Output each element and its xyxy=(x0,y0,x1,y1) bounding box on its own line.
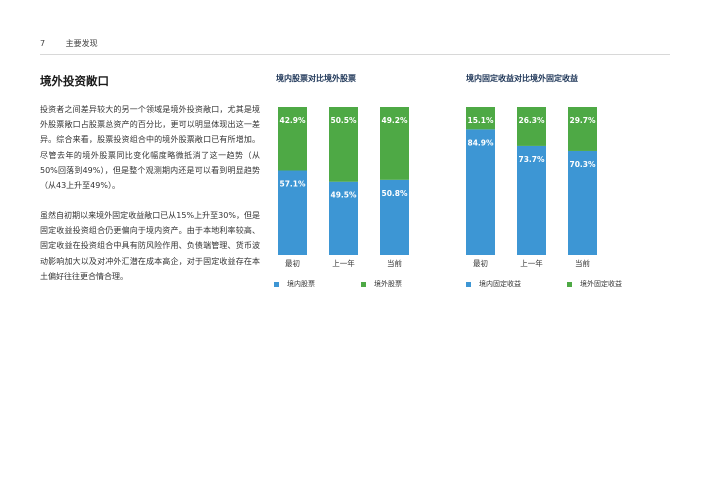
x-tick-label-1: 最初 xyxy=(473,258,488,268)
data-label-foreign-3: 49.2% xyxy=(381,116,408,125)
bar-foreign-2 xyxy=(517,107,546,146)
running-section-title: 主要发现 xyxy=(65,39,98,48)
bar-domestic-1 xyxy=(278,170,307,255)
bar-foreign-1 xyxy=(466,107,495,130)
legend-item-domestic: 境内股票 xyxy=(274,279,315,289)
bar-foreign-3 xyxy=(568,107,597,151)
data-label-domestic-1: 57.1% xyxy=(279,179,306,188)
section-heading: 境外投资敞口 xyxy=(40,74,109,88)
legend-label-domestic: 境内固定收益 xyxy=(479,280,521,288)
data-label-foreign-3: 29.7% xyxy=(569,116,596,125)
data-label-domestic-2: 73.7% xyxy=(518,155,545,164)
data-label-foreign-1: 15.1% xyxy=(467,116,494,125)
bar-domestic-3 xyxy=(380,179,409,255)
bar-foreign-1 xyxy=(278,107,307,171)
page-number: 7 xyxy=(40,39,46,48)
x-tick-label-2: 上一年 xyxy=(332,258,355,268)
legend-item-domestic: 境内固定收益 xyxy=(466,279,521,289)
x-tick-label-2: 上一年 xyxy=(520,258,543,268)
bar-domestic-1 xyxy=(466,129,495,255)
bar-foreign-2 xyxy=(329,107,358,182)
bar-domestic-2 xyxy=(517,145,546,255)
data-label-domestic-3: 70.3% xyxy=(569,160,596,169)
x-tick-label-1: 最初 xyxy=(285,258,300,268)
legend-label-domestic: 境内股票 xyxy=(287,280,315,288)
bar-domestic-3 xyxy=(568,150,597,255)
legend-swatch-foreign xyxy=(361,281,366,287)
x-tick-label-3: 当前 xyxy=(575,258,590,268)
legend-label-foreign: 境外股票 xyxy=(374,280,402,288)
paragraph-fixed-income: 虽然自初期以来境外固定收益敞口已从15%上升至30%，但是固定收益投资组合仍更偏… xyxy=(40,211,260,281)
fixed-income-legend: 境内固定收益 境外固定收益 xyxy=(466,279,622,289)
data-label-domestic-3: 50.8% xyxy=(381,189,408,198)
data-label-foreign-2: 50.5% xyxy=(330,116,357,125)
legend-item-foreign: 境外固定收益 xyxy=(567,279,622,289)
bar-foreign-3 xyxy=(380,107,409,180)
legend-swatch-domestic xyxy=(466,281,471,287)
legend-swatch-foreign xyxy=(567,281,572,287)
legend-label-foreign: 境外固定收益 xyxy=(580,280,622,288)
fixed-income-stacked-bar-chart: 84.9% 15.1% 最初 73.7% 26.3% 上一年 70.3% 29.7% 当前 xyxy=(466,107,597,268)
data-label-foreign-2: 26.3% xyxy=(518,116,545,125)
data-label-domestic-2: 49.5% xyxy=(330,191,357,200)
paragraph-equity: 投资者之间差异较大的另一个领域是境外投资敞口，尤其是境外股票敞口占股票总资产的百… xyxy=(40,105,260,191)
legend-swatch-domestic xyxy=(274,281,279,287)
x-tick-label-3: 当前 xyxy=(387,258,402,268)
equity-stacked-bar-chart: 57.1% 42.9% 最初 49.5% 50.5% 上一年 50.8% 49.2% 当前 xyxy=(278,107,409,268)
bar-domestic-2 xyxy=(329,181,358,255)
data-label-domestic-1: 84.9% xyxy=(467,138,494,147)
header-rule xyxy=(40,54,670,55)
legend-item-foreign: 境外股票 xyxy=(361,279,402,289)
data-label-foreign-1: 42.9% xyxy=(279,116,306,125)
equity-legend: 境内股票 境外股票 xyxy=(274,279,402,289)
chart-title-equity: 境内股票对比境外股票 xyxy=(276,74,356,83)
page-header: 7 主要发现 xyxy=(40,38,670,55)
chart-title-fixed-income: 境内固定收益对比境外固定收益 xyxy=(466,74,578,83)
